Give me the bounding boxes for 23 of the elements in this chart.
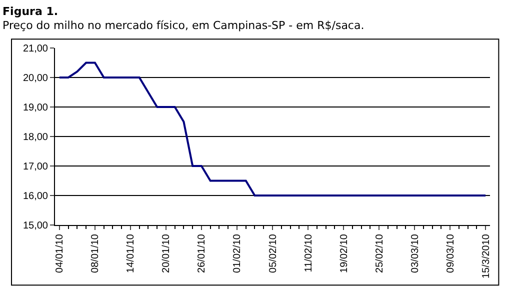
y-tick-label: 17,00 [22,162,48,172]
x-tick-label: 08/01/10 [90,234,102,273]
y-tick-label: 19,00 [22,102,48,114]
y-tick-label: 18,00 [22,132,48,143]
chart-title: Figura 1. [2,4,58,18]
x-tick-label: 25/02/10 [374,234,386,273]
y-tick-label: 16,00 [22,191,48,202]
y-tick-label: 15,00 [22,220,48,232]
x-tick-label: 26/01/10 [196,234,208,273]
x-tick-label: 09/03/10 [445,234,456,273]
x-tick-label: 20/01/10 [161,234,172,273]
x-tick-label: 01/02/10 [232,234,244,273]
x-tick-label: 15/3/2010 [480,234,492,278]
y-tick-label: 20,00 [22,73,48,84]
chart-subtitle: Preço do milho no mercado físico, em Campinas-SP - em R$/saca. [2,19,364,32]
line-series [58,62,487,196]
x-tick-label: 14/01/10 [126,234,137,273]
x-tick-label: 19/02/10 [338,234,350,273]
x-tick-label: 11/02/10 [303,234,314,272]
x-tick-label: 04/01/10 [54,234,66,273]
x-tick-label: 05/02/10 [268,234,279,273]
x-tick-label: 03/03/10 [410,234,421,273]
y-tick-label: 21,00 [22,44,48,54]
